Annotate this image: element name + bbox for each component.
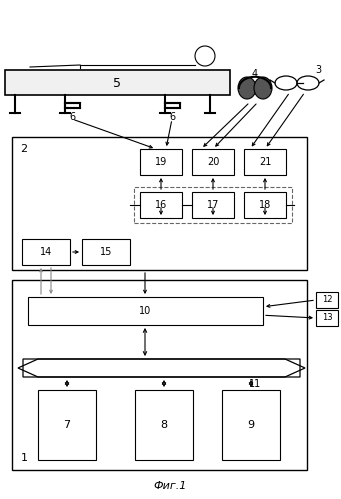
Bar [5,70,230,95]
Bar [22,239,70,265]
Ellipse shape [254,77,272,99]
Bar [82,239,130,265]
Text: 17: 17 [207,200,219,210]
Bar [316,292,338,308]
Text: 8: 8 [160,420,167,430]
Bar [192,149,234,175]
Text: 4: 4 [252,69,258,79]
Text: 3: 3 [315,65,321,75]
Text: 16: 16 [155,200,167,210]
Bar [12,137,307,270]
Bar [244,192,286,218]
Text: 15: 15 [100,247,112,257]
Bar [222,390,280,460]
Text: 11: 11 [249,379,261,389]
Bar [134,187,292,223]
Text: 13: 13 [322,313,332,322]
Text: 9: 9 [248,420,255,430]
Text: 6: 6 [169,112,175,122]
Text: 14: 14 [40,247,52,257]
Text: 19: 19 [155,157,167,167]
Text: 20: 20 [207,157,219,167]
Bar [192,192,234,218]
Text: 6: 6 [69,112,75,122]
Bar [28,297,263,325]
Text: 7: 7 [63,420,71,430]
Text: 12: 12 [322,295,332,304]
Bar [244,149,286,175]
Bar [38,390,96,460]
Bar [135,390,193,460]
Text: Фиг.1: Фиг.1 [153,481,187,491]
Bar [140,149,182,175]
Text: 2: 2 [20,144,28,154]
Bar [12,280,307,470]
Text: 5: 5 [113,76,121,89]
Ellipse shape [238,77,256,99]
Text: 10: 10 [139,306,152,316]
Bar [316,310,338,326]
Bar [140,192,182,218]
Text: 18: 18 [259,200,271,210]
Text: 21: 21 [259,157,271,167]
Text: 1: 1 [20,453,28,463]
